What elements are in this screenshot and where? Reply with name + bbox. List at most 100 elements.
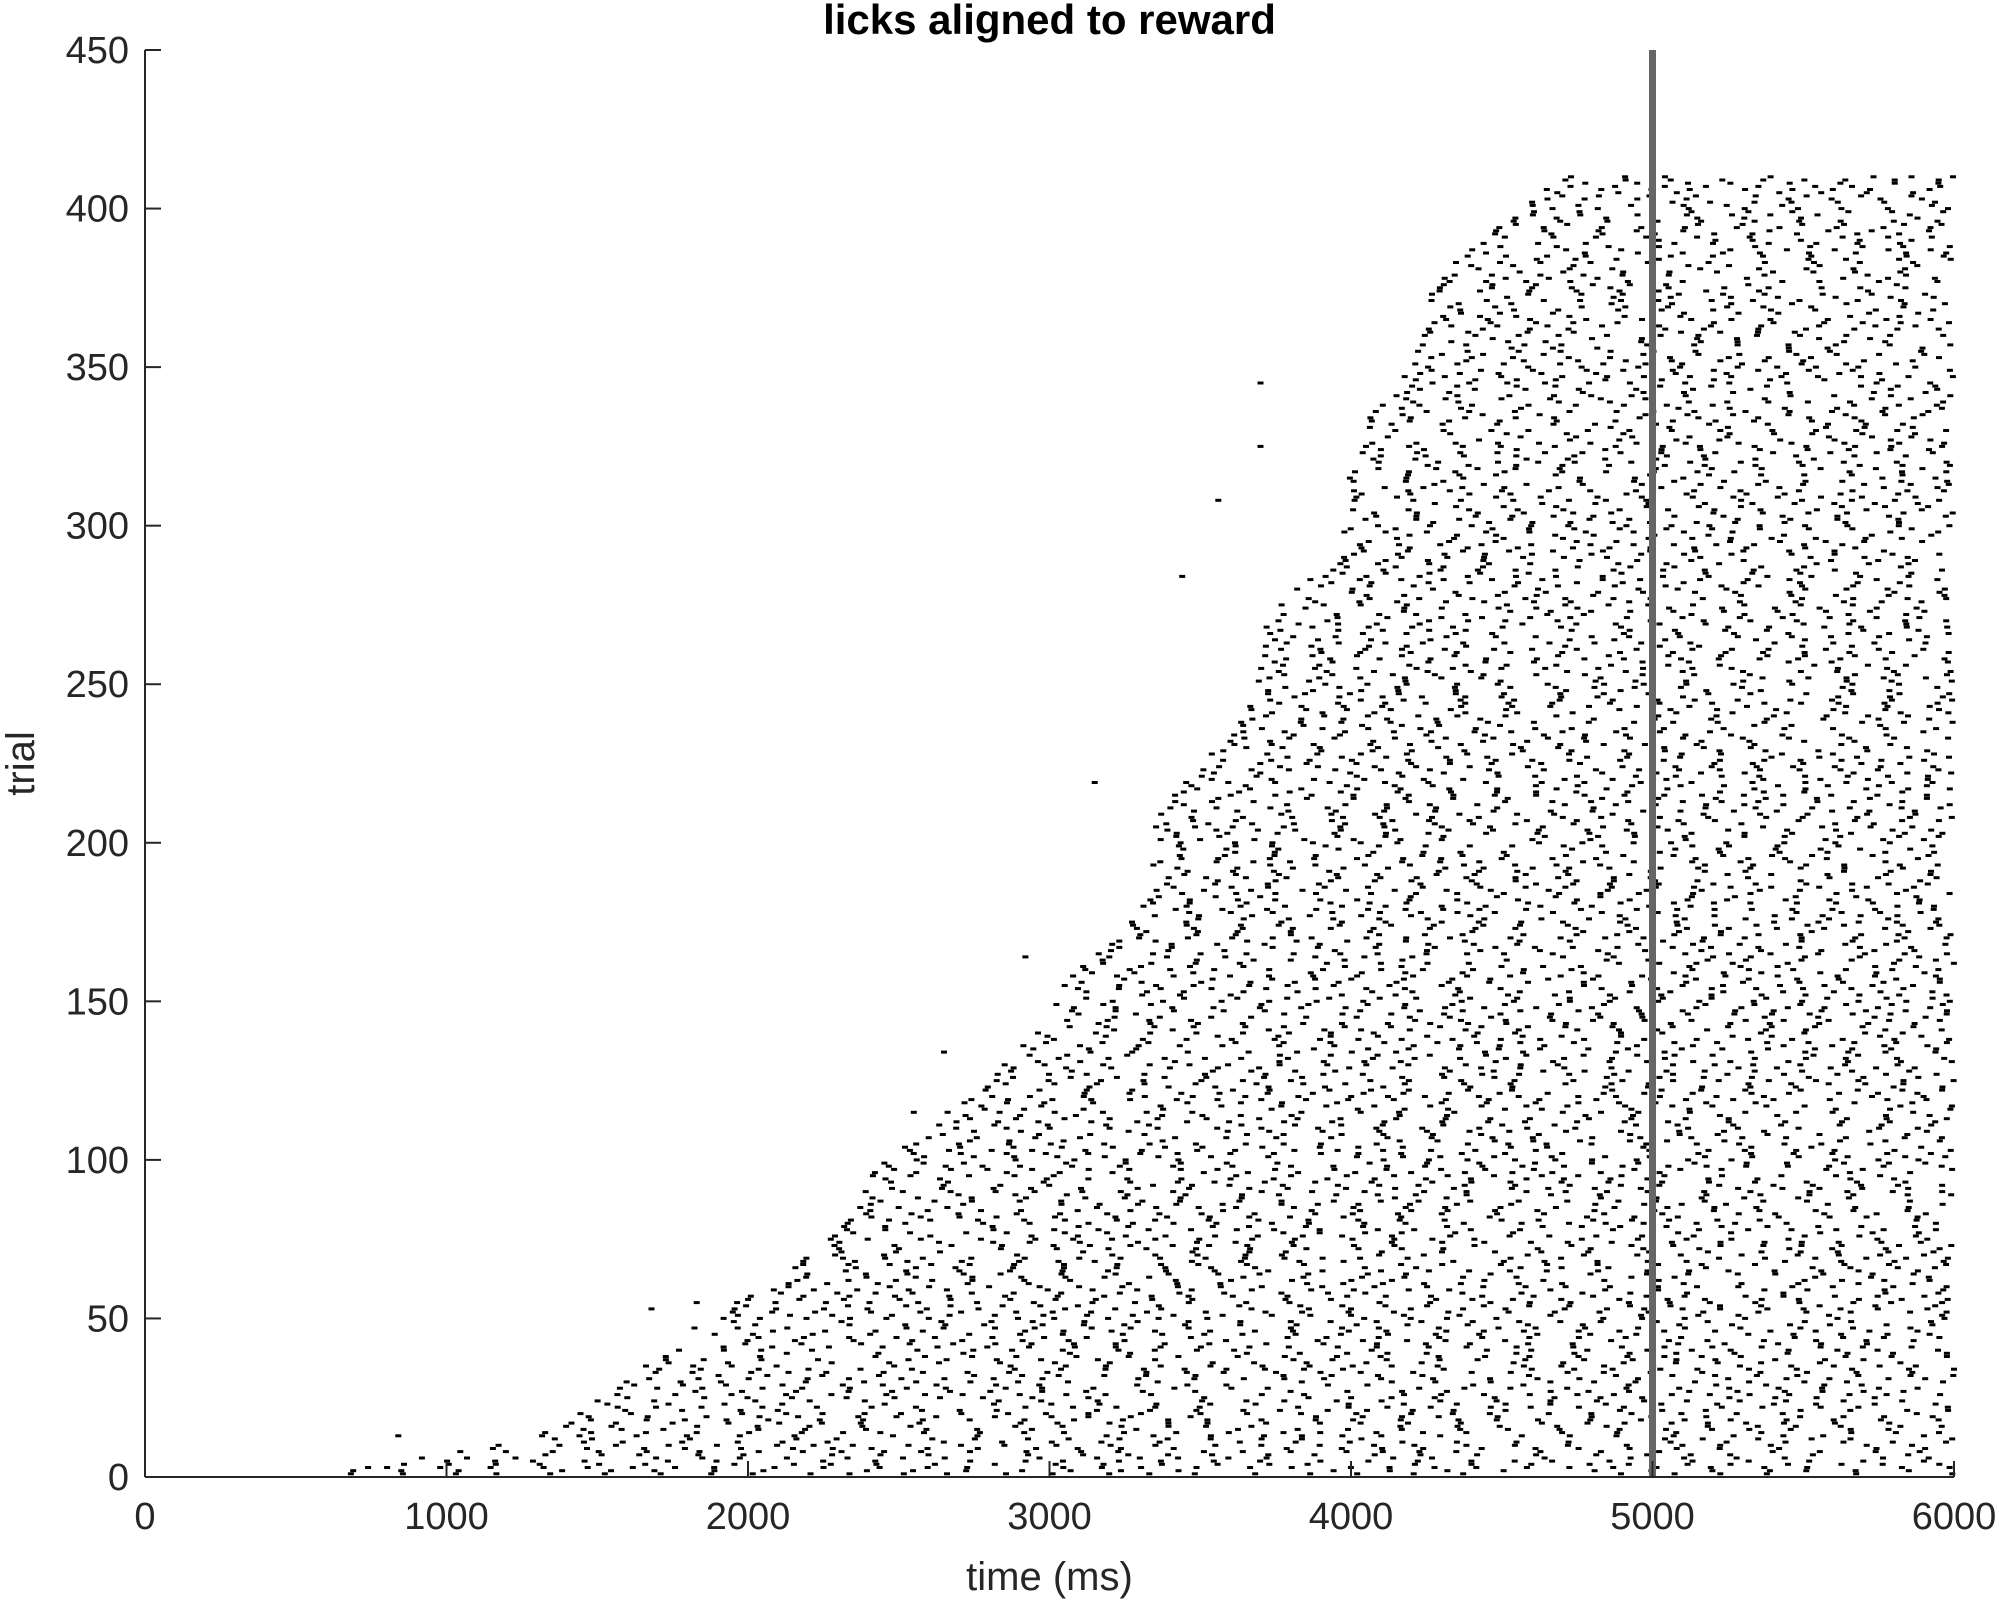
lick-mark	[1946, 787, 1953, 791]
lick-mark	[1373, 1126, 1380, 1130]
lick-mark	[1062, 1307, 1069, 1311]
lick-mark	[1523, 819, 1530, 823]
lick-mark	[1795, 819, 1802, 823]
lick-mark	[547, 1472, 554, 1476]
lick-mark	[1067, 1469, 1074, 1473]
lick-mark	[1935, 819, 1942, 823]
lick-mark	[1779, 1186, 1786, 1190]
lick-mark	[1395, 692, 1402, 696]
lick-mark	[1321, 1377, 1328, 1381]
lick-mark	[1519, 749, 1526, 753]
lick-mark	[1208, 752, 1215, 756]
lick-mark	[1061, 1266, 1067, 1270]
lick-mark	[1718, 1225, 1725, 1228]
lick-mark	[1355, 1218, 1362, 1222]
lick-mark	[1246, 1186, 1253, 1190]
lick-mark	[1747, 746, 1754, 750]
lick-mark	[1684, 898, 1691, 902]
lick-mark	[1491, 647, 1498, 651]
lick-mark	[1349, 1237, 1356, 1241]
lick-mark	[1476, 1332, 1483, 1336]
lick-mark	[657, 1472, 664, 1476]
lick-mark	[1464, 1323, 1471, 1327]
lick-mark	[1606, 993, 1613, 997]
lick-mark	[1584, 1348, 1591, 1352]
lick-mark	[1949, 720, 1956, 724]
lick-mark	[1557, 1320, 1564, 1324]
lick-mark	[867, 1332, 874, 1336]
lick-mark	[1267, 739, 1274, 743]
lick-mark	[1716, 1114, 1723, 1117]
lick-mark	[1112, 1345, 1119, 1349]
lick-mark	[1170, 1164, 1177, 1168]
lick-mark	[1416, 1009, 1423, 1013]
lick-mark	[1305, 1272, 1312, 1276]
lick-mark	[1909, 1443, 1915, 1447]
lick-mark	[1899, 819, 1906, 823]
lick-mark	[1200, 1171, 1207, 1175]
lick-mark	[1597, 1015, 1604, 1019]
lick-mark	[1433, 1297, 1440, 1301]
lick-mark	[1334, 834, 1341, 838]
lick-mark	[1598, 911, 1605, 914]
lick-mark	[1281, 1355, 1288, 1358]
lick-mark	[920, 1161, 927, 1165]
lick-mark	[1164, 828, 1171, 832]
lick-mark	[1850, 1326, 1856, 1330]
lick-mark	[1761, 720, 1768, 724]
lick-mark	[1700, 746, 1707, 750]
lick-mark	[1628, 980, 1635, 984]
lick-mark	[1228, 1278, 1234, 1282]
lick-mark	[1139, 993, 1146, 997]
lick-mark	[1561, 777, 1568, 781]
lick-mark	[1428, 739, 1435, 743]
lick-mark	[1175, 844, 1182, 848]
lick-mark	[1561, 803, 1568, 807]
lick-mark	[1334, 1101, 1341, 1105]
lick-mark	[1875, 647, 1882, 651]
lick-mark	[1665, 1164, 1672, 1168]
lick-mark	[1201, 1056, 1208, 1060]
lick-mark	[1883, 733, 1890, 737]
lick-mark	[1603, 958, 1610, 962]
lick-mark	[1725, 926, 1732, 930]
lick-mark	[1192, 1389, 1199, 1393]
lick-mark	[1537, 1047, 1544, 1051]
lick-mark	[1699, 597, 1706, 601]
lick-mark	[919, 1256, 926, 1260]
lick-mark	[1429, 1237, 1436, 1241]
lick-mark	[913, 1380, 920, 1384]
lick-mark	[1011, 1155, 1018, 1159]
lick-mark	[1808, 930, 1815, 934]
lick-mark	[598, 1453, 605, 1457]
lick-mark	[1524, 1025, 1531, 1029]
lick-mark	[1901, 720, 1907, 724]
lick-mark	[1044, 1370, 1051, 1374]
lick-mark	[1799, 815, 1806, 819]
lick-mark	[1797, 670, 1804, 673]
lick-mark	[1497, 723, 1503, 727]
lick-mark	[1561, 1307, 1568, 1311]
lick-mark	[1834, 1250, 1841, 1254]
lick-mark	[800, 1336, 807, 1339]
lick-mark	[991, 1462, 998, 1466]
lick-mark	[1184, 1101, 1191, 1105]
lick-mark	[1887, 743, 1894, 746]
lick-mark	[1455, 1418, 1462, 1422]
lick-mark	[1246, 1215, 1253, 1219]
lick-mark	[1710, 1209, 1717, 1213]
lick-mark	[744, 1339, 751, 1343]
lick-mark	[1845, 613, 1852, 616]
lick-mark	[1750, 863, 1757, 867]
lick-mark	[1532, 1326, 1539, 1330]
lick-mark	[1449, 1412, 1456, 1416]
lick-mark	[1871, 1015, 1878, 1019]
lick-mark	[1554, 1424, 1561, 1428]
lick-mark	[1232, 850, 1239, 854]
lick-mark	[1904, 597, 1911, 601]
lick-mark	[1359, 1339, 1366, 1343]
lick-mark	[1858, 762, 1865, 765]
lick-mark	[1442, 866, 1449, 870]
lick-mark	[1017, 1129, 1024, 1133]
lick-mark	[1182, 1193, 1189, 1197]
